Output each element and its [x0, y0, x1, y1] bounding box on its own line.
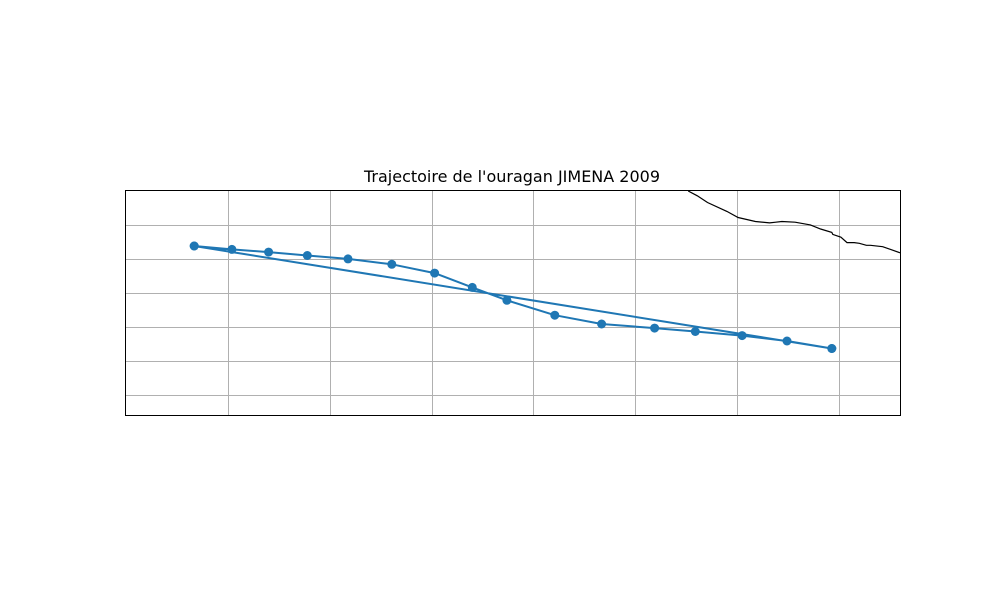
hurricane-track — [189, 241, 837, 353]
track-point — [737, 331, 747, 341]
track-point — [502, 295, 512, 305]
track-point — [264, 247, 274, 257]
track-point — [430, 268, 440, 278]
track-point — [227, 244, 237, 254]
track-point — [189, 241, 199, 251]
track-point — [690, 327, 700, 336]
track-point — [302, 251, 312, 260]
coastline — [687, 191, 900, 254]
map-frame — [125, 190, 901, 416]
gridlines — [126, 191, 900, 415]
track-point — [827, 344, 837, 353]
track-line — [193, 245, 833, 350]
track-point — [782, 336, 792, 346]
map-content — [126, 191, 900, 415]
track-point — [597, 319, 607, 329]
coastline-line — [687, 191, 900, 254]
track-point — [467, 282, 477, 292]
map-title: Trajectoire de l'ouragan JIMENA 2009 — [363, 167, 660, 186]
track-point — [343, 254, 353, 264]
track-point — [550, 310, 560, 320]
track-point — [650, 323, 660, 333]
track-point — [387, 259, 397, 269]
